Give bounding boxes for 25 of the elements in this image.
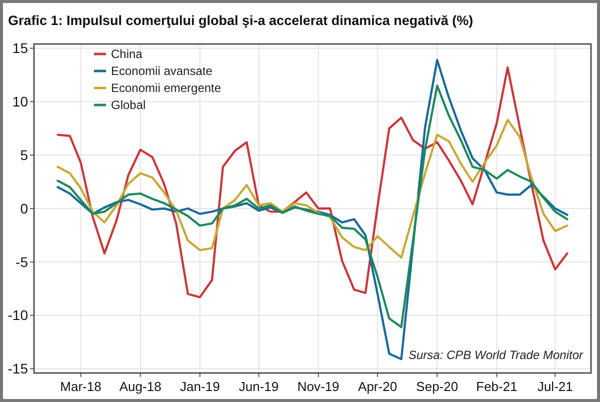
- annotation: Sursa: CPB World Trade Monitor: [408, 348, 584, 362]
- x-tick-label: Mar-18: [60, 379, 102, 394]
- y-tick-label: 15: [12, 40, 28, 56]
- line-series: [56, 118, 568, 259]
- legend-label: Economii avansate: [111, 64, 213, 78]
- x-tick-label: Jul-21: [537, 379, 573, 394]
- y-tick-label: 0: [20, 200, 28, 216]
- x-tick-label: Nov-19: [297, 379, 340, 394]
- y-tick-label: -5: [16, 254, 28, 270]
- x-tick-label: Sep-20: [416, 379, 458, 394]
- line-series: [56, 84, 568, 328]
- y-tick-label: -10: [8, 307, 28, 324]
- legend-label: China: [111, 47, 143, 62]
- y-tick-label: 10: [12, 94, 28, 110]
- legend-label: Economii emergente: [111, 81, 222, 96]
- x-tick-label: Jan-19: [180, 379, 220, 394]
- y-tick-label: -15: [8, 360, 28, 377]
- line-series: [56, 66, 568, 298]
- legend-label: Global: [111, 98, 146, 112]
- x-tick-label: Apr-20: [358, 379, 398, 394]
- x-tick-label: Aug-18: [119, 379, 162, 394]
- y-tick-label: 5: [20, 146, 28, 163]
- x-tick-label: Feb-21: [476, 379, 518, 394]
- x-tick-label: Jun-19: [238, 379, 279, 394]
- chart-title: Grafic 1: Impulsul comerţului global şi-a accelerat dinamica negativă (%): [8, 13, 474, 28]
